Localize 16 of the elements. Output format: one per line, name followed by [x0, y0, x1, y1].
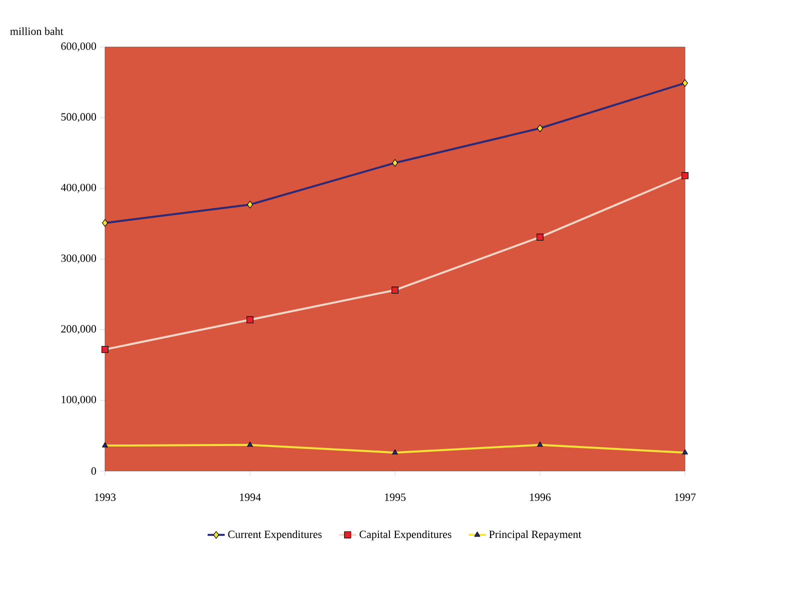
x-tick-label: 1995	[384, 494, 406, 501]
legend-label: Principal Repayment	[489, 530, 582, 540]
y-tick-label: 100,000	[62, 396, 96, 405]
legend-label: Capital Expenditures	[360, 530, 452, 540]
y-axis-title: million baht	[10, 27, 64, 35]
y-tick-label: 600,000	[61, 42, 96, 52]
y-tick-label: 0	[91, 467, 96, 475]
legend-label: Current Expenditures	[228, 530, 322, 540]
y-tick-label: 500,000	[61, 113, 96, 122]
y-tick-label: 300,000	[61, 254, 96, 264]
y-tick-label: 400,000	[60, 184, 96, 193]
x-tick-label: 1996	[530, 494, 551, 501]
y-tick-label: 200,000	[61, 325, 96, 334]
x-tick-label: 1993	[94, 494, 116, 501]
x-tick-label: 1994	[240, 494, 261, 501]
x-tick-label: 1997	[674, 494, 696, 501]
